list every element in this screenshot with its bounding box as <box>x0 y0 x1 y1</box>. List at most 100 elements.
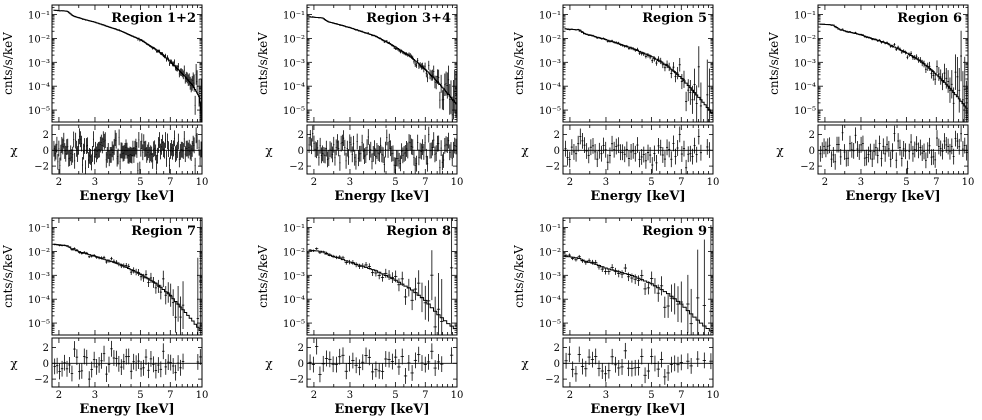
x-tick-label: 10 <box>451 177 464 188</box>
resid-tick-label: 2 <box>554 130 560 141</box>
panel-title: Region 7 <box>131 224 196 239</box>
residual-frame <box>306 337 458 388</box>
x-axis-label: Energy [keV] <box>79 189 174 204</box>
y-tick-label: 10⁻¹ <box>539 11 561 22</box>
y-tick-label: 10⁻⁴ <box>539 82 561 93</box>
model-line <box>564 255 713 332</box>
y-tick-label: 10⁻¹ <box>283 11 305 22</box>
residual-frame <box>51 124 203 175</box>
panel-region-6: 2 3 5 7 10 Energy [keV] 10⁻⁵ 10⁻⁴ 10⁻³ 10⁻² 10⁻¹ 2 0… <box>767 4 975 204</box>
x-tick-label: 7 <box>422 390 428 401</box>
y-tick-label: 10⁻⁴ <box>794 82 816 93</box>
y-tick-label: 10⁻³ <box>283 58 305 69</box>
x-axis-label: Energy [keV] <box>334 402 429 417</box>
y-tick-label: 10⁻³ <box>28 271 50 282</box>
x-tick-label: 2 <box>56 177 62 188</box>
y-tick-label: 10⁻² <box>283 34 305 45</box>
resid-tick-label: 2 <box>43 130 49 141</box>
resid-tick-label: −2 <box>34 375 49 386</box>
x-axis-label: Energy [keV] <box>590 189 685 204</box>
panel-region-5: 2 3 5 7 10 Energy [keV] 10⁻⁵ 10⁻⁴ 10⁻³ 10⁻² 10⁻¹ 2 0… <box>512 4 720 204</box>
residual-frame <box>562 124 714 175</box>
y-tick-label: 10⁻⁵ <box>28 106 50 117</box>
panel-title: Region 5 <box>642 11 707 26</box>
y-tick-label: 10⁻² <box>794 34 816 45</box>
x-tick-label: 2 <box>311 390 317 401</box>
residual-axis-label: χ <box>265 356 273 370</box>
x-tick-label: 5 <box>903 177 909 188</box>
resid-tick-label: −2 <box>34 162 49 173</box>
residual-frame <box>306 124 458 175</box>
y-axis-label: cnts/s/keV <box>256 32 270 95</box>
y-tick-label: 10⁻² <box>539 34 561 45</box>
y-axis-label: cnts/s/keV <box>1 245 15 308</box>
x-tick-label: 3 <box>858 177 864 188</box>
x-tick-label: 10 <box>707 177 720 188</box>
y-tick-label: 10⁻¹ <box>28 11 50 22</box>
resid-tick-label: 2 <box>298 343 304 354</box>
x-axis-label: Energy [keV] <box>334 189 429 204</box>
panel-title: Region 6 <box>897 11 962 26</box>
resid-tick-label: 0 <box>43 359 49 370</box>
y-tick-label: 10⁻⁵ <box>283 319 305 330</box>
x-tick-label: 10 <box>196 390 209 401</box>
panel-title: Region 1+2 <box>111 11 196 26</box>
x-tick-label: 2 <box>567 177 573 188</box>
resid-tick-label: 2 <box>43 343 49 354</box>
y-tick-label: 10⁻¹ <box>28 224 50 235</box>
resid-tick-label: 2 <box>554 343 560 354</box>
x-tick-label: 5 <box>648 177 654 188</box>
y-tick-label: 10⁻¹ <box>794 11 816 22</box>
y-tick-label: 10⁻⁴ <box>283 82 305 93</box>
model-line <box>308 249 457 330</box>
x-tick-label: 5 <box>392 177 398 188</box>
y-tick-label: 10⁻¹ <box>283 224 305 235</box>
y-tick-label: 10⁻³ <box>28 58 50 69</box>
x-tick-label: 5 <box>392 390 398 401</box>
x-tick-label: 5 <box>648 390 654 401</box>
y-tick-label: 10⁻² <box>283 247 305 258</box>
y-tick-label: 10⁻¹ <box>539 224 561 235</box>
panel-region-1-2: 2 3 5 7 10 Energy [keV] 10⁻⁵ 10⁻⁴ 10⁻³ 10⁻² 10⁻¹ 2 0… <box>1 4 209 204</box>
y-tick-label: 10⁻⁴ <box>539 295 561 306</box>
residual-frame <box>562 337 714 388</box>
x-tick-label: 10 <box>962 177 975 188</box>
x-tick-label: 5 <box>137 390 143 401</box>
x-tick-label: 10 <box>196 177 209 188</box>
resid-tick-label: −2 <box>289 375 304 386</box>
resid-tick-label: 0 <box>809 146 815 157</box>
panel-title: Region 3+4 <box>366 11 451 26</box>
resid-tick-label: 2 <box>298 130 304 141</box>
y-tick-label: 10⁻⁵ <box>539 106 561 117</box>
x-tick-label: 7 <box>167 390 173 401</box>
resid-tick-label: 0 <box>298 146 304 157</box>
y-tick-label: 10⁻⁴ <box>28 82 50 93</box>
panel-region-7: 2 3 5 7 10 Energy [keV] 10⁻⁵ 10⁻⁴ 10⁻³ 10⁻² 10⁻¹ 2 0… <box>1 217 209 417</box>
residual-axis-label: χ <box>521 356 529 370</box>
resid-tick-label: 0 <box>554 146 560 157</box>
x-axis-label: Energy [keV] <box>79 402 174 417</box>
y-tick-label: 10⁻⁴ <box>28 295 50 306</box>
x-tick-label: 2 <box>56 390 62 401</box>
resid-tick-label: 0 <box>43 146 49 157</box>
residual-axis-label: χ <box>521 143 529 157</box>
y-tick-label: 10⁻⁵ <box>539 319 561 330</box>
resid-tick-label: 0 <box>554 359 560 370</box>
y-axis-label: cnts/s/keV <box>1 32 15 95</box>
y-tick-label: 10⁻³ <box>283 271 305 282</box>
x-tick-label: 3 <box>92 177 98 188</box>
x-tick-label: 2 <box>311 177 317 188</box>
panel-title: Region 8 <box>386 224 451 239</box>
x-tick-label: 7 <box>678 390 684 401</box>
resid-tick-label: −2 <box>800 162 815 173</box>
x-tick-label: 10 <box>451 390 464 401</box>
x-tick-label: 7 <box>933 177 939 188</box>
y-tick-label: 10⁻³ <box>539 271 561 282</box>
resid-tick-label: −2 <box>289 162 304 173</box>
y-axis-label: cnts/s/keV <box>512 32 526 95</box>
y-tick-label: 10⁻⁵ <box>794 106 816 117</box>
model-line <box>819 23 968 109</box>
x-tick-label: 7 <box>678 177 684 188</box>
resid-tick-label: −2 <box>545 375 560 386</box>
x-tick-label: 3 <box>603 390 609 401</box>
